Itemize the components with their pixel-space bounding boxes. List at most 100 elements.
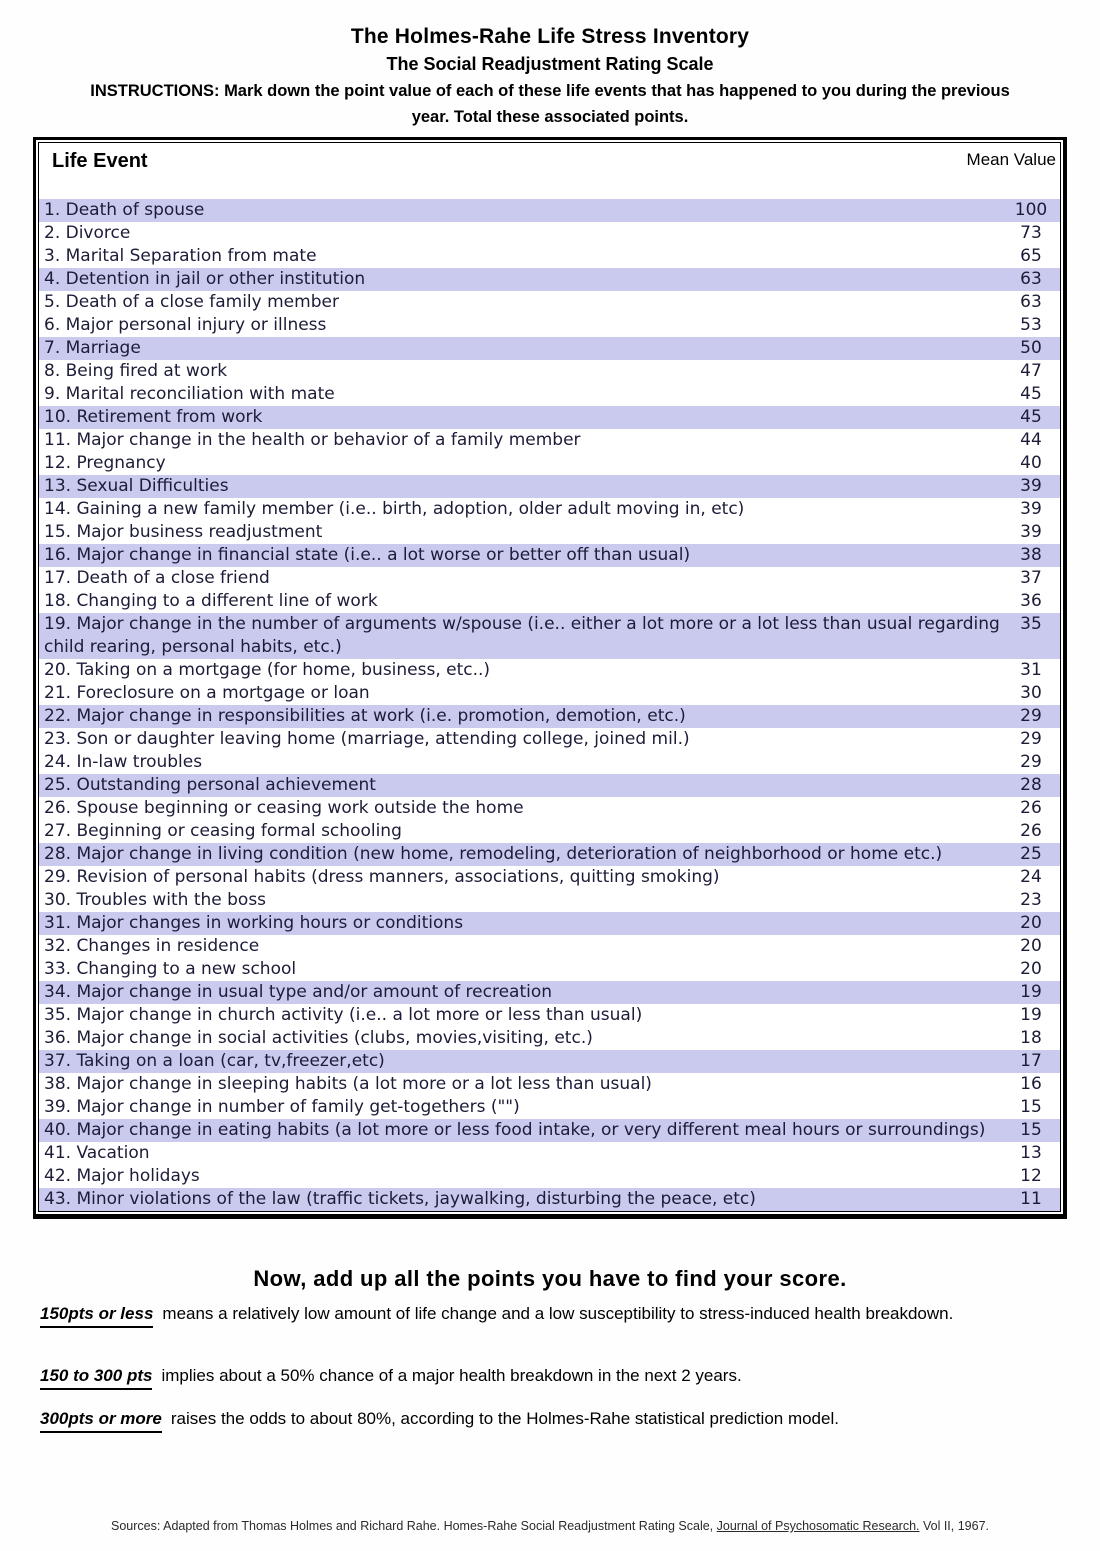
score-level-high: 300pts or more raises the odds to about 8… <box>40 1408 1070 1433</box>
mean-value-text: 15 <box>1020 1120 1042 1140</box>
table-row: 12. Pregnancy 40 <box>39 452 1060 475</box>
life-event-text: 14. Gaining a new family member (i.e.. b… <box>44 499 745 519</box>
table-row: 10. Retirement from work 45 <box>39 406 1060 429</box>
life-event-text: 37. Taking on a loan (car, tv,freezer,et… <box>44 1051 385 1071</box>
life-event-text: 32. Changes in residence <box>44 936 260 956</box>
life-stress-table: Life Event Mean Value 1. Death of spouse… <box>33 137 1067 1219</box>
score-range-label: 150pts or less <box>40 1303 154 1328</box>
mean-value-text: 73 <box>1020 223 1042 243</box>
table-row: 41. Vacation 13 <box>39 1142 1060 1165</box>
table-row: 29. Revision of personal habits (dress m… <box>39 866 1060 889</box>
table-row: 13. Sexual Difficulties 39 <box>39 475 1060 498</box>
life-event-text: 34. Major change in usual type and/or am… <box>44 982 553 1002</box>
instructions-text: INSTRUCTIONS: Mark down the point value … <box>90 82 1010 126</box>
mean-value-text: 26 <box>1020 798 1042 818</box>
table-row: 3. Marital Separation from mate 65 <box>39 245 1060 268</box>
column-header-mean-value: Mean Value <box>966 150 1056 169</box>
life-event-text: 7. Marriage <box>44 338 141 358</box>
score-range-description: means a relatively low amount of life ch… <box>162 1304 954 1323</box>
life-event-text: 10. Retirement from work <box>44 407 263 427</box>
table-row: 6. Major personal injury or illness 53 <box>39 314 1060 337</box>
table-row: 26. Spouse beginning or ceasing work out… <box>39 797 1060 820</box>
life-event-text: 6. Major personal injury or illness <box>44 315 327 335</box>
score-level-medium: 150 to 300 pts implies about a 50% chance… <box>40 1365 1070 1390</box>
mean-value-text: 19 <box>1020 982 1042 1002</box>
life-event-text: 22. Major change in responsibilities at … <box>44 706 686 726</box>
mean-value-text: 17 <box>1020 1051 1042 1071</box>
life-event-text: 18. Changing to a different line of work <box>44 591 378 611</box>
mean-value-text: 24 <box>1020 867 1042 887</box>
mean-value-text: 44 <box>1020 430 1042 450</box>
life-event-text: 12. Pregnancy <box>44 453 166 473</box>
mean-value-text: 29 <box>1020 752 1042 772</box>
mean-value-text: 45 <box>1020 384 1042 404</box>
life-event-text: 20. Taking on a mortgage (for home, busi… <box>44 660 491 680</box>
table-row: 4. Detention in jail or other institutio… <box>39 268 1060 291</box>
table-row: 33. Changing to a new school 20 <box>39 958 1060 981</box>
life-event-text: 16. Major change in financial state (i.e… <box>44 545 691 565</box>
mean-value-text: 20 <box>1020 959 1042 979</box>
life-event-text: 42. Major holidays <box>44 1166 200 1186</box>
life-event-text: 28. Major change in living condition (ne… <box>44 844 943 864</box>
table-row: 30. Troubles with the boss 23 <box>39 889 1060 912</box>
mean-value-text: 23 <box>1020 890 1042 910</box>
life-event-text: 39. Major change in number of family get… <box>44 1097 520 1117</box>
mean-value-text: 39 <box>1020 522 1042 542</box>
life-event-text: 19. Major change in the number of argume… <box>44 614 1000 657</box>
mean-value-text: 29 <box>1020 729 1042 749</box>
table-row: 25. Outstanding personal achievement 28 <box>39 774 1060 797</box>
score-heading: Now, add up all the points you have to f… <box>253 1266 847 1291</box>
score-range-description: implies about a 50% chance of a major he… <box>161 1366 742 1385</box>
page-subtitle: The Social Readjustment Rating Scale <box>386 54 714 74</box>
life-event-text: 17. Death of a close friend <box>44 568 270 588</box>
table-row: 34. Major change in usual type and/or am… <box>39 981 1060 1004</box>
life-event-text: 30. Troubles with the boss <box>44 890 267 910</box>
mean-value-text: 40 <box>1020 453 1042 473</box>
mean-value-text: 30 <box>1020 683 1042 703</box>
life-event-text: 4. Detention in jail or other institutio… <box>44 269 366 289</box>
score-range-description: raises the odds to about 80%, according … <box>170 1409 839 1428</box>
table-row: 20. Taking on a mortgage (for home, busi… <box>39 659 1060 682</box>
table-row: 5. Death of a close family member 63 <box>39 291 1060 314</box>
mean-value-text: 29 <box>1020 706 1042 726</box>
life-event-text: 21. Foreclosure on a mortgage or loan <box>44 683 370 703</box>
life-event-text: 36. Major change in social activities (c… <box>44 1028 593 1048</box>
mean-value-text: 19 <box>1020 1005 1042 1025</box>
table-row: 32. Changes in residence 20 <box>39 935 1060 958</box>
table-row: 22. Major change in responsibilities at … <box>39 705 1060 728</box>
mean-value-text: 13 <box>1020 1143 1042 1163</box>
mean-value-text: 45 <box>1020 407 1042 427</box>
table-row: 37. Taking on a loan (car, tv,freezer,et… <box>39 1050 1060 1073</box>
table-row: 38. Major change in sleeping habits (a l… <box>39 1073 1060 1096</box>
life-event-text: 15. Major business readjustment <box>44 522 323 542</box>
life-event-text: 2. Divorce <box>44 223 131 243</box>
table-inner-border: Life Event Mean Value 1. Death of spouse… <box>38 142 1061 1212</box>
table-row: 2. Divorce 73 <box>39 222 1060 245</box>
table-row: 35. Major change in church activity (i.e… <box>39 1004 1060 1027</box>
table-row: 16. Major change in financial state (i.e… <box>39 544 1060 567</box>
table-row: 19. Major change in the number of argume… <box>39 613 1060 659</box>
life-event-text: 13. Sexual Difficulties <box>44 476 229 496</box>
life-event-text: 25. Outstanding personal achievement <box>44 775 376 795</box>
table-row: 27. Beginning or ceasing formal schoolin… <box>39 820 1060 843</box>
mean-value-text: 35 <box>1020 614 1042 634</box>
mean-value-text: 16 <box>1020 1074 1042 1094</box>
table-row: 1. Death of spouse 100 <box>39 199 1060 222</box>
life-event-text: 1. Death of spouse <box>44 200 205 220</box>
table-row: 36. Major change in social activities (c… <box>39 1027 1060 1050</box>
mean-value-text: 26 <box>1020 821 1042 841</box>
mean-value-text: 65 <box>1020 246 1042 266</box>
mean-value-text: 18 <box>1020 1028 1042 1048</box>
mean-value-text: 63 <box>1020 269 1042 289</box>
life-event-text: 31. Major changes in working hours or co… <box>44 913 464 933</box>
mean-value-text: 20 <box>1020 936 1042 956</box>
table-row: 18. Changing to a different line of work… <box>39 590 1060 613</box>
mean-value-text: 31 <box>1020 660 1042 680</box>
table-row: 21. Foreclosure on a mortgage or loan 30 <box>39 682 1060 705</box>
mean-value-text: 36 <box>1020 591 1042 611</box>
mean-value-text: 100 <box>1014 200 1048 220</box>
table-row: 8. Being fired at work 47 <box>39 360 1060 383</box>
mean-value-text: 12 <box>1020 1166 1042 1186</box>
table-rows: 1. Death of spouse 100 2. Divorce 73 3. Mari… <box>39 199 1060 1211</box>
